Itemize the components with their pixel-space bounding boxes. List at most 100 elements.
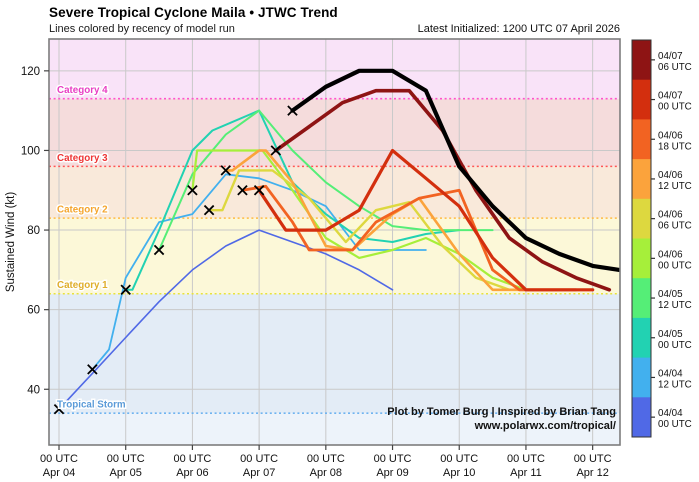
colorbar-label-date: 04/04 [658, 368, 683, 379]
colorbar-border [631, 39, 652, 438]
category-label-category-2: Category 2 [57, 205, 108, 216]
colorbar-label-time: 00 UTC [658, 260, 692, 271]
category-label-category-4: Category 4 [57, 85, 108, 96]
marker-stroke [220, 165, 232, 176]
forecast-line-04-04-12-utc [91, 173, 427, 371]
colorbar-label-date: 04/05 [658, 289, 683, 300]
band-category-2 [49, 166, 620, 219]
colorbar-segment-0407-00 [632, 79, 651, 120]
colorbar-label-time: 18 UTC [658, 141, 692, 152]
forecast-line-04-06-18-utc [240, 184, 578, 292]
colorbar-label-time: 00 UTC [658, 102, 692, 113]
x-tick-label-date: Apr 04 [43, 467, 75, 479]
x-tick-label-date: Apr 07 [243, 467, 275, 479]
x-tick-label-date: Apr 12 [576, 467, 608, 479]
forecast-line-04-05-00-utc [124, 109, 461, 291]
best-track-marker [237, 185, 248, 196]
forecast-line-latest-04-07-12-utc [290, 68, 620, 272]
x-tick-label-date: Apr 10 [443, 467, 475, 479]
colorbar-label-time: 06 UTC [658, 221, 692, 232]
marker-stroke [153, 244, 165, 256]
y-tick-label: 40 [27, 384, 40, 396]
category-bands [49, 39, 620, 445]
y-tick-label: 80 [27, 225, 40, 237]
marker-stroke [187, 185, 198, 196]
x-tick-label-time: 00 UTC [240, 453, 278, 465]
marker-stroke [87, 364, 98, 375]
colorbar-label-time: 12 UTC [658, 379, 692, 390]
best-track-marker [253, 185, 265, 196]
colorbar-segment-0406-06 [632, 198, 651, 239]
colorbar-label-time: 06 UTC [658, 62, 692, 73]
marker-stroke [270, 145, 282, 156]
colorbar-segment-0405-00 [632, 317, 651, 359]
category-labels: Tropical Storm Category 1 Category 2 Catego… [56, 84, 128, 412]
x-tick-label-date: Apr 09 [376, 467, 408, 479]
colorbar-segment-0405-12 [632, 278, 651, 319]
forecast-line-04-04-00-utc [58, 229, 394, 411]
colorbar-label-date: 04/06 [658, 170, 683, 181]
colorbar-label-date: 04/04 [658, 408, 683, 419]
colorbar-label-time: 12 UTC [658, 300, 692, 311]
best-track-marker [87, 364, 98, 375]
colorbar-segment-0406-18 [632, 119, 651, 160]
forecast-line-04-06-00-utc [191, 149, 528, 291]
category-label-category-3: Category 3 [57, 153, 108, 164]
x-tick-label-time: 00 UTC [440, 453, 478, 465]
forecast-line-04-06-06-utc [207, 169, 544, 291]
x-tick-label-time: 00 UTC [574, 453, 612, 465]
axes: 40 60 80 100 120 00 UTC Apr 04 00 UTC Apr 05 00 U… [5, 66, 612, 479]
colorbar-segment-0407-06 [632, 40, 651, 81]
y-axis-title: Sustained Wind (kt) [5, 192, 17, 293]
y-tick-label: 100 [21, 145, 40, 157]
x-tick-label-time: 00 UTC [107, 453, 145, 465]
band-category-1 [49, 218, 620, 294]
colorbar-label-date: 04/07 [658, 51, 683, 62]
best-track-marker [287, 105, 298, 116]
best-track-markers [53, 105, 298, 415]
y-tick-label: 120 [21, 66, 40, 78]
x-tick-label-time: 00 UTC [507, 453, 545, 465]
colorbar-label-date: 04/07 [658, 91, 683, 102]
chart-subtitle: Lines colored by recency of model run [49, 23, 235, 35]
band-category-4 [49, 39, 620, 99]
x-tick-label-time: 00 UTC [307, 453, 345, 465]
forecast-lines [58, 68, 620, 411]
colorbar-label-time: 00 UTC [658, 419, 692, 430]
forecast-line-04-07-00-utc [257, 148, 595, 292]
marker-stroke [237, 185, 248, 196]
best-track-marker [270, 145, 282, 156]
colorbar-segment-0406-12 [632, 159, 651, 200]
colorbar-segment-0404-12 [632, 357, 651, 398]
marker-stroke [53, 403, 65, 415]
attribution: Plot by Tomer Burg | Inspired by Brian T… [387, 406, 616, 432]
category-label-category-1: Category 1 [57, 280, 108, 291]
marker-stroke [203, 204, 215, 216]
band-tropical-storm [49, 293, 620, 414]
colorbar-label-date: 04/06 [658, 249, 683, 260]
chart-title: Severe Tropical Cyclone Maila • JTWC Tre… [49, 5, 338, 20]
best-track-marker [203, 204, 215, 216]
x-tick-label-time: 00 UTC [374, 453, 412, 465]
x-tick-label-time: 00 UTC [173, 453, 211, 465]
marker-stroke [120, 284, 131, 296]
x-tick-label-date: Apr 06 [176, 467, 208, 479]
y-tick-label: 60 [27, 305, 40, 317]
plot-border [48, 38, 621, 446]
colorbar-label-time: 00 UTC [658, 340, 692, 351]
x-tick-label-date: Apr 08 [310, 467, 342, 479]
best-track-marker [53, 403, 65, 415]
colorbar-label-date: 04/06 [658, 210, 683, 221]
best-track-marker [153, 244, 165, 256]
marker-stroke [287, 105, 298, 116]
colorbar-label-date: 04/05 [658, 329, 683, 340]
colorbar-segment-0404-00 [632, 397, 651, 438]
attribution-line-2: www.polarwx.com/tropical/ [474, 420, 616, 432]
best-track-marker [120, 284, 131, 296]
category-label-tropical-storm: Tropical Storm [57, 400, 126, 411]
attribution-line-1: Plot by Tomer Burg | Inspired by Brian T… [387, 406, 616, 418]
best-track-marker [187, 185, 198, 196]
x-tick-label-time: 00 UTC [40, 453, 78, 465]
